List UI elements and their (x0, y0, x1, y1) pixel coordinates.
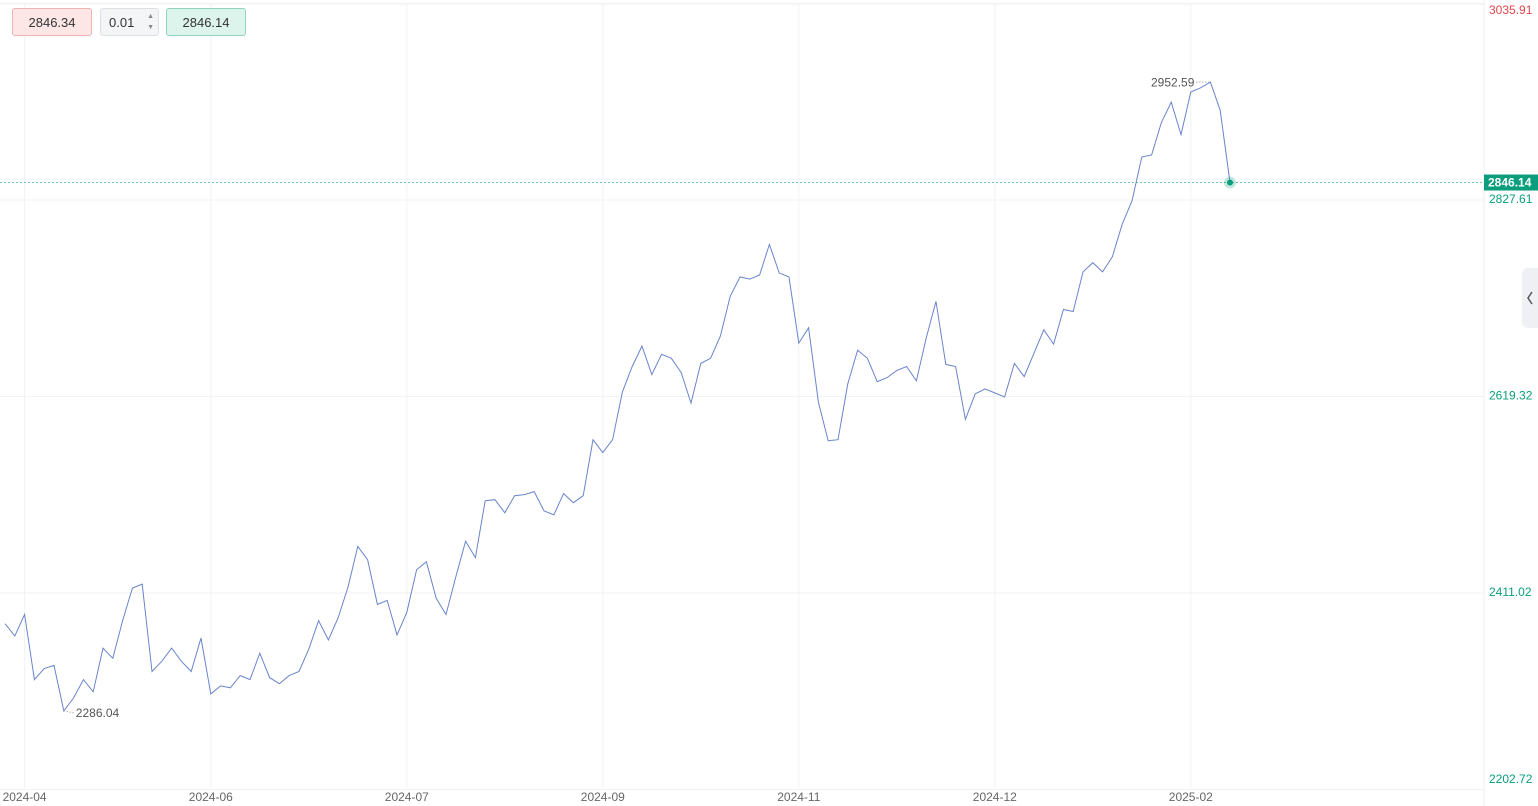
last-price-badge (1484, 174, 1538, 191)
min-leader (63, 710, 74, 714)
y-tick-label: 3035.91 (1489, 3, 1533, 17)
y-tick-label: 2411.02 (1489, 585, 1532, 599)
collapse-icon (1527, 291, 1533, 305)
max-label: 2952.59 (1151, 75, 1195, 89)
x-tick-label: 2025-02 (1169, 790, 1213, 804)
step-input[interactable]: 0.01 ▲ ▼ (100, 8, 159, 36)
price-line (4, 81, 1231, 713)
spin-down[interactable]: ▼ (147, 24, 154, 31)
x-tick-label: 2024-07 (385, 790, 429, 804)
y-tick-label: 2827.61 (1489, 192, 1533, 206)
x-tick-label: 2024-04 (3, 790, 47, 804)
spin-up[interactable]: ▲ (147, 13, 154, 20)
y-tick-label: 2202.72 (1489, 772, 1533, 786)
y-tick-label: 2619.32 (1489, 389, 1533, 403)
collapse-tab[interactable] (1522, 268, 1538, 328)
x-tick-label: 2024-06 (189, 790, 233, 804)
last-price-label: 2846.14 (1488, 176, 1532, 190)
sell-price[interactable]: 2846.34 (12, 8, 92, 36)
step-value: 0.01 (109, 15, 135, 30)
buy-price[interactable]: 2846.14 (166, 8, 246, 36)
x-tick-label: 2024-11 (777, 790, 820, 804)
min-label: 2286.04 (76, 706, 120, 720)
x-tick-label: 2024-09 (581, 790, 625, 804)
last-point (1227, 179, 1233, 186)
x-tick-label: 2024-12 (973, 790, 1017, 804)
